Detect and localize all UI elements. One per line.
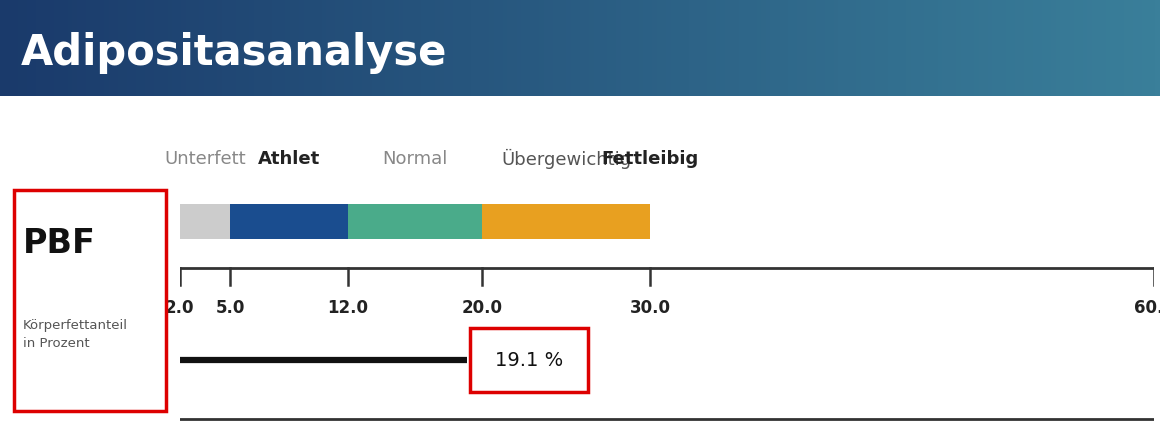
FancyBboxPatch shape <box>471 328 588 392</box>
Text: 12.0: 12.0 <box>327 299 369 317</box>
Text: Fettleibig: Fettleibig <box>602 150 698 168</box>
Bar <box>230 204 348 239</box>
Text: Athlet: Athlet <box>258 150 320 168</box>
Text: Adipositasanalyse: Adipositasanalyse <box>21 32 448 74</box>
Text: Normal: Normal <box>383 150 448 168</box>
Text: 5.0: 5.0 <box>216 299 245 317</box>
Bar <box>483 204 651 239</box>
Text: 2.0: 2.0 <box>165 299 195 317</box>
Text: 19.1 %: 19.1 % <box>495 350 564 370</box>
Text: Übergewichtig: Übergewichtig <box>501 149 631 169</box>
Text: 30.0: 30.0 <box>630 299 670 317</box>
Bar <box>180 204 230 239</box>
Text: 60.0: 60.0 <box>1133 299 1160 317</box>
FancyBboxPatch shape <box>14 190 166 410</box>
Text: Körperfettanteil
in Prozent: Körperfettanteil in Prozent <box>23 319 128 350</box>
Text: PBF: PBF <box>23 227 95 260</box>
Text: Unterfett: Unterfett <box>165 150 246 168</box>
Text: 20.0: 20.0 <box>462 299 502 317</box>
Bar <box>348 204 483 239</box>
